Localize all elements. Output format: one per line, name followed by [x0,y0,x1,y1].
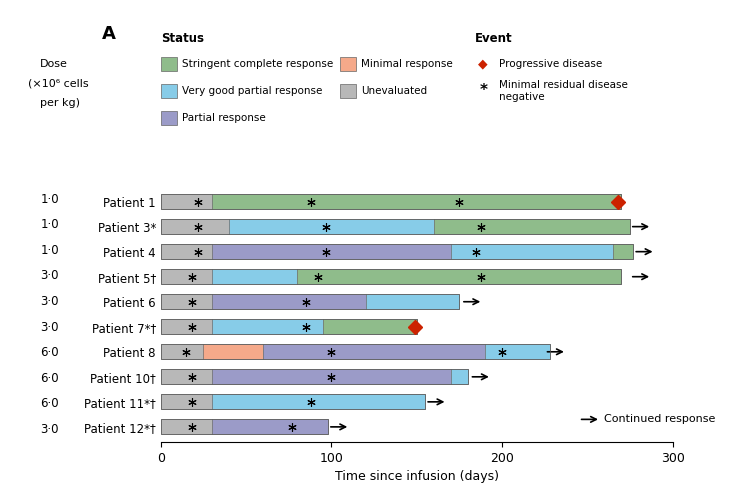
Bar [323,319,417,334]
Text: 3·0: 3·0 [40,295,58,308]
Bar [161,244,212,259]
Text: A: A [102,25,116,43]
Bar [161,344,203,359]
Text: ◆: ◆ [478,57,488,70]
Bar [161,269,212,284]
Text: 6·0: 6·0 [40,372,58,384]
Bar [433,219,630,234]
Bar [161,294,212,309]
Bar [212,419,328,435]
Text: Unevaluated: Unevaluated [361,86,427,96]
Bar [161,419,212,435]
Bar [298,269,621,284]
Bar [485,344,550,359]
Bar [161,219,229,234]
Bar [613,244,633,259]
Text: Very good partial response: Very good partial response [182,86,322,96]
Bar [161,344,550,359]
Bar [161,394,425,409]
Text: Partial response: Partial response [182,113,266,123]
Text: Continued response: Continued response [605,414,716,424]
Text: Dose: Dose [40,59,68,69]
Text: Progressive disease: Progressive disease [499,59,602,69]
Bar [161,319,417,334]
Text: 6·0: 6·0 [40,346,58,359]
Text: Minimal response: Minimal response [361,59,453,69]
Bar [161,419,328,435]
Bar [212,194,621,209]
Bar [263,344,485,359]
Text: 1·0: 1·0 [40,218,58,231]
Text: 1·0: 1·0 [40,193,58,206]
Bar [212,269,298,284]
Text: Stringent complete response: Stringent complete response [182,59,333,69]
Text: Event: Event [475,32,512,45]
Bar [212,294,366,309]
Text: (×10⁶ cells: (×10⁶ cells [28,79,88,88]
Bar [161,219,630,234]
Bar [161,369,212,384]
Text: 1·0: 1·0 [40,244,58,257]
Bar [161,369,468,384]
Text: *: * [480,83,487,98]
Text: Minimal residual disease
negative: Minimal residual disease negative [499,80,627,102]
Bar [212,319,323,334]
Bar [212,394,425,409]
Bar [212,244,451,259]
Bar [229,219,433,234]
Text: 3·0: 3·0 [40,270,58,282]
Text: 6·0: 6·0 [40,397,58,410]
Text: per kg): per kg) [40,98,80,108]
Bar [161,194,212,209]
Bar [451,369,468,384]
Bar [161,319,212,334]
Bar [161,394,212,409]
Text: 3·0: 3·0 [40,321,58,333]
Bar [366,294,459,309]
Bar [161,194,621,209]
X-axis label: Time since infusion (days): Time since infusion (days) [335,470,499,483]
Bar [203,344,263,359]
Bar [161,294,459,309]
Text: Status: Status [161,32,204,45]
Bar [212,369,451,384]
Text: 3·0: 3·0 [40,423,58,436]
Bar [161,244,633,259]
Bar [161,269,621,284]
Bar [451,244,613,259]
